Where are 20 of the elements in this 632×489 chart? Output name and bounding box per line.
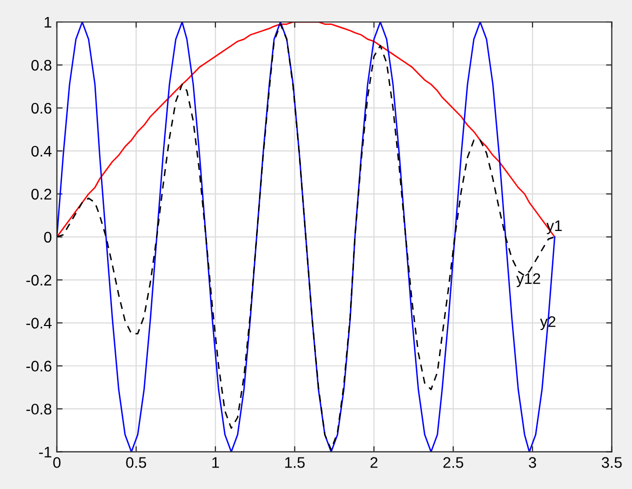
x-tick-label: 1.5 — [285, 457, 305, 468]
annotation: y12 — [516, 273, 540, 288]
x-tick-label: 2 — [370, 457, 378, 468]
y-tick-label: 1 — [44, 17, 52, 28]
y-tick-label: -1 — [39, 446, 52, 458]
x-tick-label: 3.5 — [602, 457, 622, 468]
y-tick-label: 0.2 — [31, 188, 52, 200]
y-tick-label: -0.4 — [26, 318, 52, 329]
y-tick-label: 0.4 — [31, 146, 52, 157]
y-tick-label: 0.6 — [31, 102, 52, 114]
y-tick-label: -0.8 — [26, 404, 52, 415]
x-tick-label: 0 — [53, 457, 61, 468]
y-tick-label: 0.8 — [31, 60, 52, 71]
x-tick-label: 0.5 — [126, 457, 146, 468]
y-tick-label: 0 — [44, 232, 52, 243]
x-tick-label: 3 — [528, 457, 536, 468]
x-tick-label: 1 — [212, 457, 219, 468]
x-tick-label: 2.5 — [443, 457, 464, 468]
y-tick-label: -0.2 — [26, 274, 52, 286]
y-tick-label: -0.6 — [26, 360, 52, 372]
